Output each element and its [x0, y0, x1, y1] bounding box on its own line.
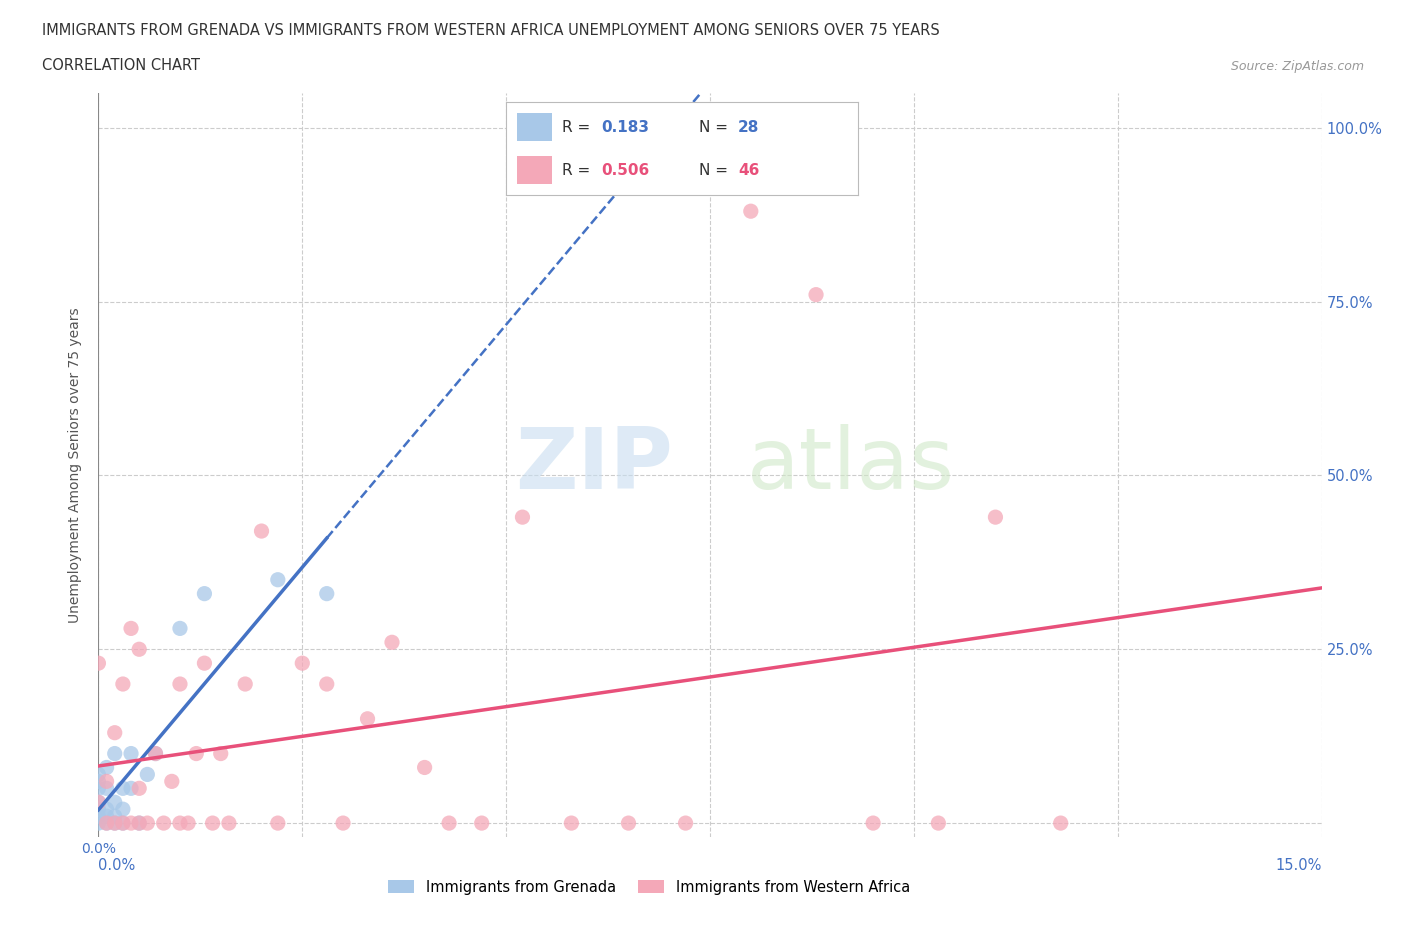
Text: 0.506: 0.506	[602, 163, 650, 178]
Point	[413, 760, 436, 775]
Point	[87, 767, 110, 782]
Point	[675, 816, 697, 830]
Point	[111, 677, 134, 692]
Text: N =: N =	[700, 163, 734, 178]
Text: IMMIGRANTS FROM GRENADA VS IMMIGRANTS FROM WESTERN AFRICA UNEMPLOYMENT AMONG SEN: IMMIGRANTS FROM GRENADA VS IMMIGRANTS FR…	[42, 23, 941, 38]
Bar	[517, 156, 551, 184]
Point	[560, 816, 582, 830]
Text: 0.0%: 0.0%	[98, 857, 135, 872]
Point	[437, 816, 460, 830]
Text: atlas: atlas	[747, 423, 955, 507]
Point	[927, 816, 949, 830]
Point	[87, 774, 110, 789]
Point	[96, 781, 118, 796]
Text: 15.0%: 15.0%	[1275, 857, 1322, 872]
Point	[233, 677, 256, 692]
Point	[87, 795, 110, 810]
Point	[862, 816, 884, 830]
Y-axis label: Unemployment Among Seniors over 75 years: Unemployment Among Seniors over 75 years	[69, 307, 83, 623]
Text: R =: R =	[562, 163, 596, 178]
Point	[267, 816, 290, 830]
Point	[104, 746, 127, 761]
Point	[169, 621, 191, 636]
Point	[96, 774, 118, 789]
Point	[104, 809, 127, 824]
Text: R =: R =	[562, 120, 596, 135]
Point	[160, 774, 183, 789]
Point	[617, 816, 640, 830]
Text: ZIP: ZIP	[516, 423, 673, 507]
Point	[104, 795, 127, 810]
Point	[87, 656, 110, 671]
Point	[193, 586, 215, 601]
Point	[111, 781, 134, 796]
Point	[136, 816, 159, 830]
Point	[218, 816, 240, 830]
Point	[104, 816, 127, 830]
Point	[111, 802, 134, 817]
Legend: Immigrants from Grenada, Immigrants from Western Africa: Immigrants from Grenada, Immigrants from…	[382, 873, 915, 900]
Text: Source: ZipAtlas.com: Source: ZipAtlas.com	[1230, 60, 1364, 73]
Point	[120, 746, 142, 761]
Point	[120, 621, 142, 636]
Point	[96, 816, 118, 830]
Point	[87, 781, 110, 796]
Point	[471, 816, 494, 830]
Point	[87, 816, 110, 830]
Point	[120, 816, 142, 830]
Point	[104, 816, 127, 830]
Point	[332, 816, 354, 830]
Point	[128, 816, 150, 830]
Point	[111, 816, 134, 830]
Point	[136, 767, 159, 782]
Point	[512, 510, 534, 525]
Point	[315, 586, 337, 601]
Point	[209, 746, 232, 761]
Point	[177, 816, 200, 830]
Text: 46: 46	[738, 163, 759, 178]
Text: CORRELATION CHART: CORRELATION CHART	[42, 58, 200, 73]
Point	[128, 781, 150, 796]
Point	[267, 572, 290, 587]
Point	[111, 816, 134, 830]
Point	[87, 809, 110, 824]
Point	[315, 677, 337, 692]
Point	[87, 795, 110, 810]
Point	[128, 816, 150, 830]
Point	[128, 642, 150, 657]
Point	[984, 510, 1007, 525]
Point	[381, 635, 404, 650]
Point	[186, 746, 208, 761]
Text: 0.183: 0.183	[602, 120, 650, 135]
Text: N =: N =	[700, 120, 734, 135]
Point	[250, 524, 273, 538]
Point	[96, 809, 118, 824]
Point	[1049, 816, 1071, 830]
Point	[193, 656, 215, 671]
Point	[145, 746, 167, 761]
Point	[104, 725, 127, 740]
Point	[201, 816, 224, 830]
Point	[96, 802, 118, 817]
Text: 28: 28	[738, 120, 759, 135]
Point	[120, 781, 142, 796]
Point	[804, 287, 827, 302]
Point	[291, 656, 314, 671]
Point	[169, 677, 191, 692]
Point	[145, 746, 167, 761]
Point	[169, 816, 191, 830]
Point	[152, 816, 174, 830]
Point	[356, 711, 378, 726]
Point	[87, 802, 110, 817]
Bar	[517, 113, 551, 141]
Point	[96, 816, 118, 830]
Point	[740, 204, 762, 219]
Point	[96, 760, 118, 775]
